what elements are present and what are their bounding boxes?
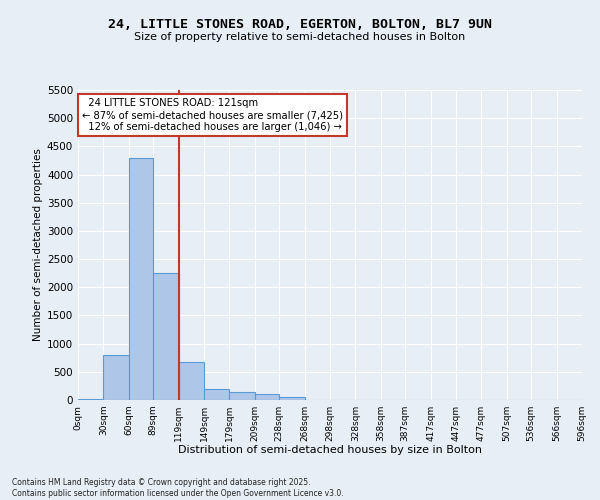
X-axis label: Distribution of semi-detached houses by size in Bolton: Distribution of semi-detached houses by …: [178, 446, 482, 456]
Bar: [179, 362, 204, 400]
Bar: [129, 158, 153, 400]
Bar: [229, 392, 255, 400]
Text: 24, LITTLE STONES ROAD, EGERTON, BOLTON, BL7 9UN: 24, LITTLE STONES ROAD, EGERTON, BOLTON,…: [108, 18, 492, 30]
Text: 24 LITTLE STONES ROAD: 121sqm
← 87% of semi-detached houses are smaller (7,425)
: 24 LITTLE STONES ROAD: 121sqm ← 87% of s…: [82, 98, 343, 132]
Bar: [204, 388, 229, 400]
Bar: [255, 394, 279, 400]
Bar: [103, 355, 129, 400]
Text: Size of property relative to semi-detached houses in Bolton: Size of property relative to semi-detach…: [134, 32, 466, 42]
Bar: [279, 397, 305, 400]
Y-axis label: Number of semi-detached properties: Number of semi-detached properties: [33, 148, 43, 342]
Text: Contains HM Land Registry data © Crown copyright and database right 2025.
Contai: Contains HM Land Registry data © Crown c…: [12, 478, 344, 498]
Bar: [153, 273, 179, 400]
